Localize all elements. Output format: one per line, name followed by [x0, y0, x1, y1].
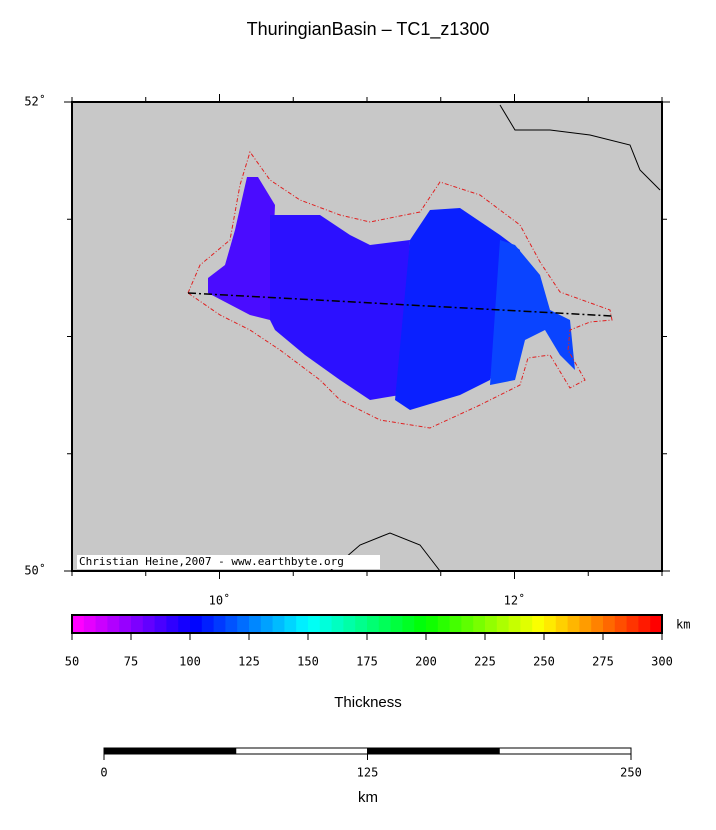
colorbar-step [237, 615, 250, 633]
colorbar-step [414, 615, 427, 633]
basin-outline [187, 150, 613, 429]
colorbar-step [331, 615, 344, 633]
basin-zone [490, 240, 575, 385]
credit-box [77, 555, 380, 569]
colorbar-step [284, 615, 297, 633]
colorbar-tick-label: 150 [297, 655, 319, 669]
colorbar-tick-label: 250 [533, 655, 555, 669]
coastline [499, 104, 661, 191]
colorbar-tick-label: 50 [65, 655, 79, 669]
colorbar-step [343, 615, 356, 633]
colorbar-step [390, 615, 403, 633]
colorbar-step [213, 615, 226, 633]
colorbar-step [166, 615, 179, 633]
x-tick-label: 10˚ [209, 593, 231, 608]
colorbar-step [532, 615, 545, 633]
colorbar-step [579, 615, 592, 633]
colorbar-tick-label: 175 [356, 655, 378, 669]
scalebar-unit: km [358, 789, 378, 806]
colorbar-step [520, 615, 533, 633]
colorbar-step [201, 615, 215, 633]
colorbar-step [591, 615, 604, 633]
colorbar-tick-label: 100 [179, 655, 201, 669]
coastline [329, 532, 441, 572]
colorbar-step [626, 615, 639, 633]
scalebar-segment [235, 747, 368, 755]
colorbar-tick-label: 225 [474, 655, 496, 669]
colorbar-step [426, 615, 439, 633]
colorbar-step [119, 615, 132, 633]
colorbar-step [449, 615, 462, 633]
y-tick-label: 50˚ [24, 563, 46, 578]
colorbar-step [83, 615, 97, 633]
colorbar-step [638, 615, 651, 633]
title: ThuringianBasin – TC1_z1300 [247, 19, 490, 40]
colorbar-step [485, 615, 498, 633]
colorbar-step [473, 615, 486, 633]
basin-zone [395, 208, 520, 410]
credit: Christian Heine,2007 - www.earthbyte.org [79, 555, 344, 568]
colorbar-step [402, 615, 415, 633]
colorbar-unit: km [676, 618, 690, 632]
colorbar-step [296, 615, 309, 633]
profile-line [187, 292, 613, 317]
colorbar-step [378, 615, 392, 633]
scalebar-segment [367, 747, 500, 755]
scalebar-tick-label: 125 [357, 766, 379, 780]
colorbar-frame [71, 614, 663, 634]
colorbar-step [319, 615, 333, 633]
scalebar-segment [103, 747, 237, 755]
colorbar-step [272, 615, 285, 633]
colorbar-step [508, 615, 521, 633]
colorbar-step [225, 615, 238, 633]
colorbar-step [142, 615, 156, 633]
colorbar-step [496, 615, 510, 633]
scalebar-tick-label: 0 [100, 766, 107, 780]
colorbar-step [178, 615, 191, 633]
colorbar-step [603, 615, 616, 633]
colorbar: 50 75 100 125 150 175 200 225 250 275 300 [65, 615, 673, 669]
basin-zone [270, 215, 410, 400]
colorbar-step [154, 615, 167, 633]
colorbar-step [567, 615, 580, 633]
colorbar-label: Thickness [334, 694, 402, 711]
colorbar-step [107, 615, 120, 633]
colorbar-step [95, 615, 108, 633]
x-tick-label: 12˚ [504, 593, 526, 608]
scalebar-tick-label: 250 [620, 766, 642, 780]
colorbar-step [555, 615, 569, 633]
colorbar-tick-label: 300 [651, 655, 673, 669]
colorbar-step [190, 615, 203, 633]
colorbar-step [367, 615, 380, 633]
colorbar-tick-label: 200 [415, 655, 437, 669]
y-tick-label: 52˚ [24, 94, 46, 109]
basin [208, 177, 575, 410]
colorbar-step [650, 615, 663, 633]
colorbar-step [461, 615, 474, 633]
colorbar-step [260, 615, 274, 633]
colorbar-step [437, 615, 451, 633]
colorbar-tick-label: 125 [238, 655, 260, 669]
colorbar-step [355, 615, 368, 633]
colorbar-step [308, 615, 321, 633]
scalebar-segment [498, 747, 632, 755]
basin-zone [208, 177, 275, 320]
colorbar-tick-label: 275 [592, 655, 614, 669]
colorbar-step [249, 615, 262, 633]
colorbar-step [614, 615, 628, 633]
colorbar-step [131, 615, 144, 633]
colorbar-tick-label: 75 [124, 655, 138, 669]
colorbar-step [544, 615, 557, 633]
scalebar: 0 125 250 [100, 747, 642, 780]
colorbar-step [72, 615, 85, 633]
